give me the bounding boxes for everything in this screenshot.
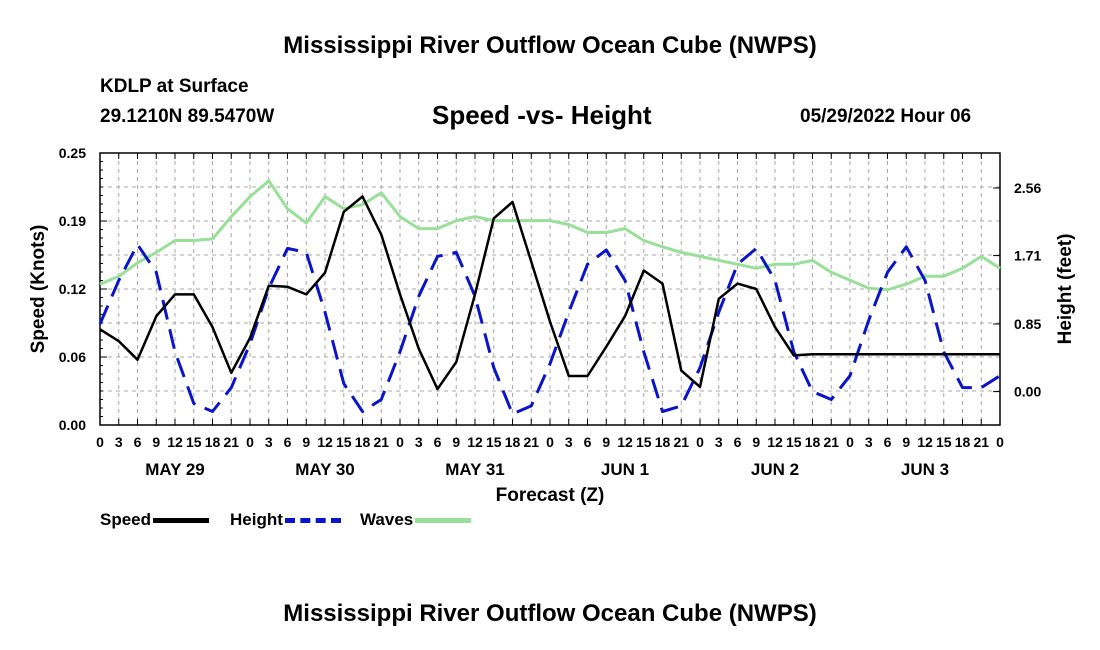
day-label: MAY 31	[445, 460, 505, 479]
legend-speed: Speed	[100, 510, 210, 530]
series-line-height	[98, 243, 1001, 416]
x-tick-label: 6	[584, 434, 592, 450]
x-tick-label: 15	[636, 434, 652, 450]
x-tick-label: 3	[115, 434, 123, 450]
x-tick-label: 9	[752, 434, 760, 450]
day-label: JUN 1	[601, 460, 649, 479]
y-left-tick-label: 0.12	[59, 281, 86, 297]
x-tick-label: 21	[973, 434, 989, 450]
series-line-waves	[99, 179, 1001, 292]
y-left-tick-label: 0.25	[59, 145, 86, 161]
x-tick-label: 0	[396, 434, 404, 450]
x-tick-label: 12	[167, 434, 183, 450]
day-label: MAY 29	[145, 460, 205, 479]
x-tick-label: 3	[565, 434, 573, 450]
legend-speed-label: Speed	[100, 510, 152, 529]
x-tick-label: 15	[786, 434, 802, 450]
day-label: JUN 3	[901, 460, 949, 479]
x-tick-label: 9	[602, 434, 610, 450]
y-right-tick-label: 0.85	[1014, 316, 1041, 332]
x-tick-label: 15	[936, 434, 952, 450]
x-tick-label: 18	[355, 434, 371, 450]
x-tick-label: 6	[284, 434, 292, 450]
x-tick-label: 9	[902, 434, 910, 450]
x-tick-label: 3	[865, 434, 873, 450]
station-label: KDLP at Surface	[100, 76, 249, 97]
x-tick-label: 15	[186, 434, 202, 450]
legend-height-swatch	[284, 517, 341, 523]
x-tick-label: 12	[617, 434, 633, 450]
legend-waves: Waves	[360, 510, 472, 530]
y-left-tick-label: 0.19	[59, 213, 86, 229]
x-tick-label: 18	[955, 434, 971, 450]
x-tick-label: 3	[715, 434, 723, 450]
x-tick-label: 18	[505, 434, 521, 450]
x-tick-label: 12	[917, 434, 933, 450]
x-tick-label: 18	[205, 434, 221, 450]
x-tick-label: 21	[373, 434, 389, 450]
x-axis-title: Forecast (Z)	[496, 485, 605, 506]
y-left-axis-title: Speed (Knots)	[28, 225, 49, 354]
legend-height: Height	[230, 510, 341, 530]
y-right-tick-label: 2.56	[1014, 180, 1041, 196]
x-tick-label: 0	[546, 434, 554, 450]
x-tick-label: 3	[265, 434, 273, 450]
x-tick-label: 9	[302, 434, 310, 450]
y-left-tick-label: 0.00	[59, 417, 86, 433]
day-label: JUN 2	[751, 460, 799, 479]
x-tick-label: 0	[696, 434, 704, 450]
x-tick-label: 21	[223, 434, 239, 450]
x-tick-label: 21	[673, 434, 689, 450]
x-tick-label: 18	[655, 434, 671, 450]
x-tick-label: 0	[996, 434, 1004, 450]
x-tick-label: 6	[434, 434, 442, 450]
x-tick-label: 12	[317, 434, 333, 450]
datetime-label: 05/29/2022 Hour 06	[800, 106, 972, 127]
x-tick-label: 12	[767, 434, 783, 450]
x-tick-label: 0	[246, 434, 254, 450]
y-right-axis-title: Height (feet)	[1055, 234, 1076, 345]
x-tick-label: 0	[96, 434, 104, 450]
x-tick-label: 6	[134, 434, 142, 450]
y-right-tick-label: 0.00	[1014, 384, 1041, 400]
x-tick-label: 6	[884, 434, 892, 450]
legend-speed-swatch	[153, 517, 210, 523]
x-tick-label: 15	[486, 434, 502, 450]
day-label: MAY 30	[295, 460, 355, 479]
legend-height-label: Height	[230, 510, 283, 529]
y-left-tick-label: 0.06	[59, 349, 86, 365]
legend-waves-label: Waves	[360, 510, 414, 529]
coordinates-label: 29.1210N 89.5470W	[100, 106, 275, 127]
legend-waves-swatch	[415, 517, 472, 523]
chart-subtitle: Speed -vs- Height	[432, 100, 652, 130]
page-title-bottom: Mississippi River Outflow Ocean Cube (NW…	[283, 600, 817, 627]
x-tick-label: 3	[415, 434, 423, 450]
x-tick-label: 9	[452, 434, 460, 450]
series-line-speed	[99, 195, 1000, 391]
y-right-tick-label: 1.71	[1014, 248, 1041, 264]
x-tick-label: 0	[846, 434, 854, 450]
x-tick-label: 6	[734, 434, 742, 450]
x-tick-label: 12	[467, 434, 483, 450]
x-tick-label: 9	[152, 434, 160, 450]
x-tick-label: 21	[823, 434, 839, 450]
page-title-top: Mississippi River Outflow Ocean Cube (NW…	[283, 32, 817, 59]
x-tick-label: 18	[805, 434, 821, 450]
x-tick-label: 15	[336, 434, 352, 450]
x-tick-label: 21	[523, 434, 539, 450]
